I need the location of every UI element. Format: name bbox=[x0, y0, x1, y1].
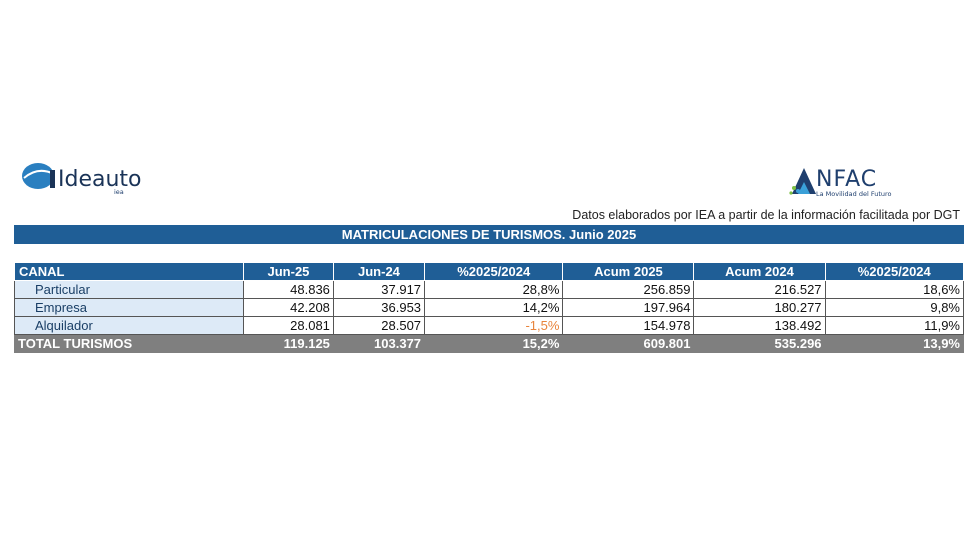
row-label: Alquilador bbox=[14, 316, 244, 335]
total-label: TOTAL TURISMOS bbox=[14, 334, 244, 353]
cell-value: 154.978 bbox=[562, 316, 695, 335]
col-header-canal: CANAL bbox=[14, 262, 244, 281]
col-header-pct-acum: %2025/2024 bbox=[824, 262, 965, 281]
total-value: 119.125 bbox=[243, 334, 334, 353]
col-header-pct-month: %2025/2024 bbox=[424, 262, 564, 281]
total-value: 609.801 bbox=[562, 334, 695, 353]
cell-value: 216.527 bbox=[693, 280, 826, 299]
ideauto-logo-sub: iea bbox=[114, 188, 124, 196]
table-row: Empresa 42.208 36.953 14,2% 197.964 180.… bbox=[14, 298, 965, 317]
table-header-row: CANAL Jun-25 Jun-24 %2025/2024 Acum 2025… bbox=[14, 262, 965, 281]
cell-value: 36.953 bbox=[332, 298, 426, 317]
total-value: 535.296 bbox=[693, 334, 826, 353]
total-value: 13,9% bbox=[824, 334, 965, 353]
row-label: Particular bbox=[14, 280, 244, 299]
cell-value: 180.277 bbox=[693, 298, 826, 317]
table-row: Alquilador 28.081 28.507 -1,5% 154.978 1… bbox=[14, 316, 965, 335]
col-header-acum2024: Acum 2024 bbox=[693, 262, 826, 281]
cell-value: 256.859 bbox=[562, 280, 695, 299]
registrations-table: CANAL Jun-25 Jun-24 %2025/2024 Acum 2025… bbox=[14, 262, 965, 353]
cell-value: 18,6% bbox=[824, 280, 965, 299]
col-header-jun25: Jun-25 bbox=[243, 262, 334, 281]
anfac-tagline: La Movilidad del Futuro bbox=[816, 190, 892, 198]
cell-value: 9,8% bbox=[824, 298, 965, 317]
anfac-logo: NFAC La Movilidad del Futuro bbox=[786, 160, 926, 200]
table-title: MATRICULACIONES DE TURISMOS. Junio 2025 bbox=[14, 225, 964, 244]
cell-value: 197.964 bbox=[562, 298, 695, 317]
source-note: Datos elaborados por IEA a partir de la … bbox=[572, 208, 960, 222]
total-row: TOTAL TURISMOS 119.125 103.377 15,2% 609… bbox=[14, 334, 965, 353]
cell-value: 14,2% bbox=[424, 298, 564, 317]
cell-value-negative: -1,5% bbox=[424, 316, 564, 335]
total-value: 15,2% bbox=[424, 334, 564, 353]
table-row: Particular 48.836 37.917 28,8% 256.859 2… bbox=[14, 280, 965, 299]
cell-value: 28.081 bbox=[243, 316, 334, 335]
cell-value: 42.208 bbox=[243, 298, 334, 317]
cell-value: 28,8% bbox=[424, 280, 564, 299]
col-header-acum2025: Acum 2025 bbox=[562, 262, 695, 281]
ideauto-logo: Ideauto iea bbox=[20, 156, 150, 196]
cell-value: 37.917 bbox=[332, 280, 426, 299]
anfac-logo-text: NFAC bbox=[816, 167, 877, 192]
col-header-jun24: Jun-24 bbox=[332, 262, 426, 281]
total-value: 103.377 bbox=[332, 334, 426, 353]
row-label: Empresa bbox=[14, 298, 244, 317]
cell-value: 11,9% bbox=[824, 316, 965, 335]
cell-value: 138.492 bbox=[693, 316, 826, 335]
ideauto-logo-text: Ideauto bbox=[58, 167, 142, 192]
cell-value: 28.507 bbox=[332, 316, 426, 335]
cell-value: 48.836 bbox=[243, 280, 334, 299]
